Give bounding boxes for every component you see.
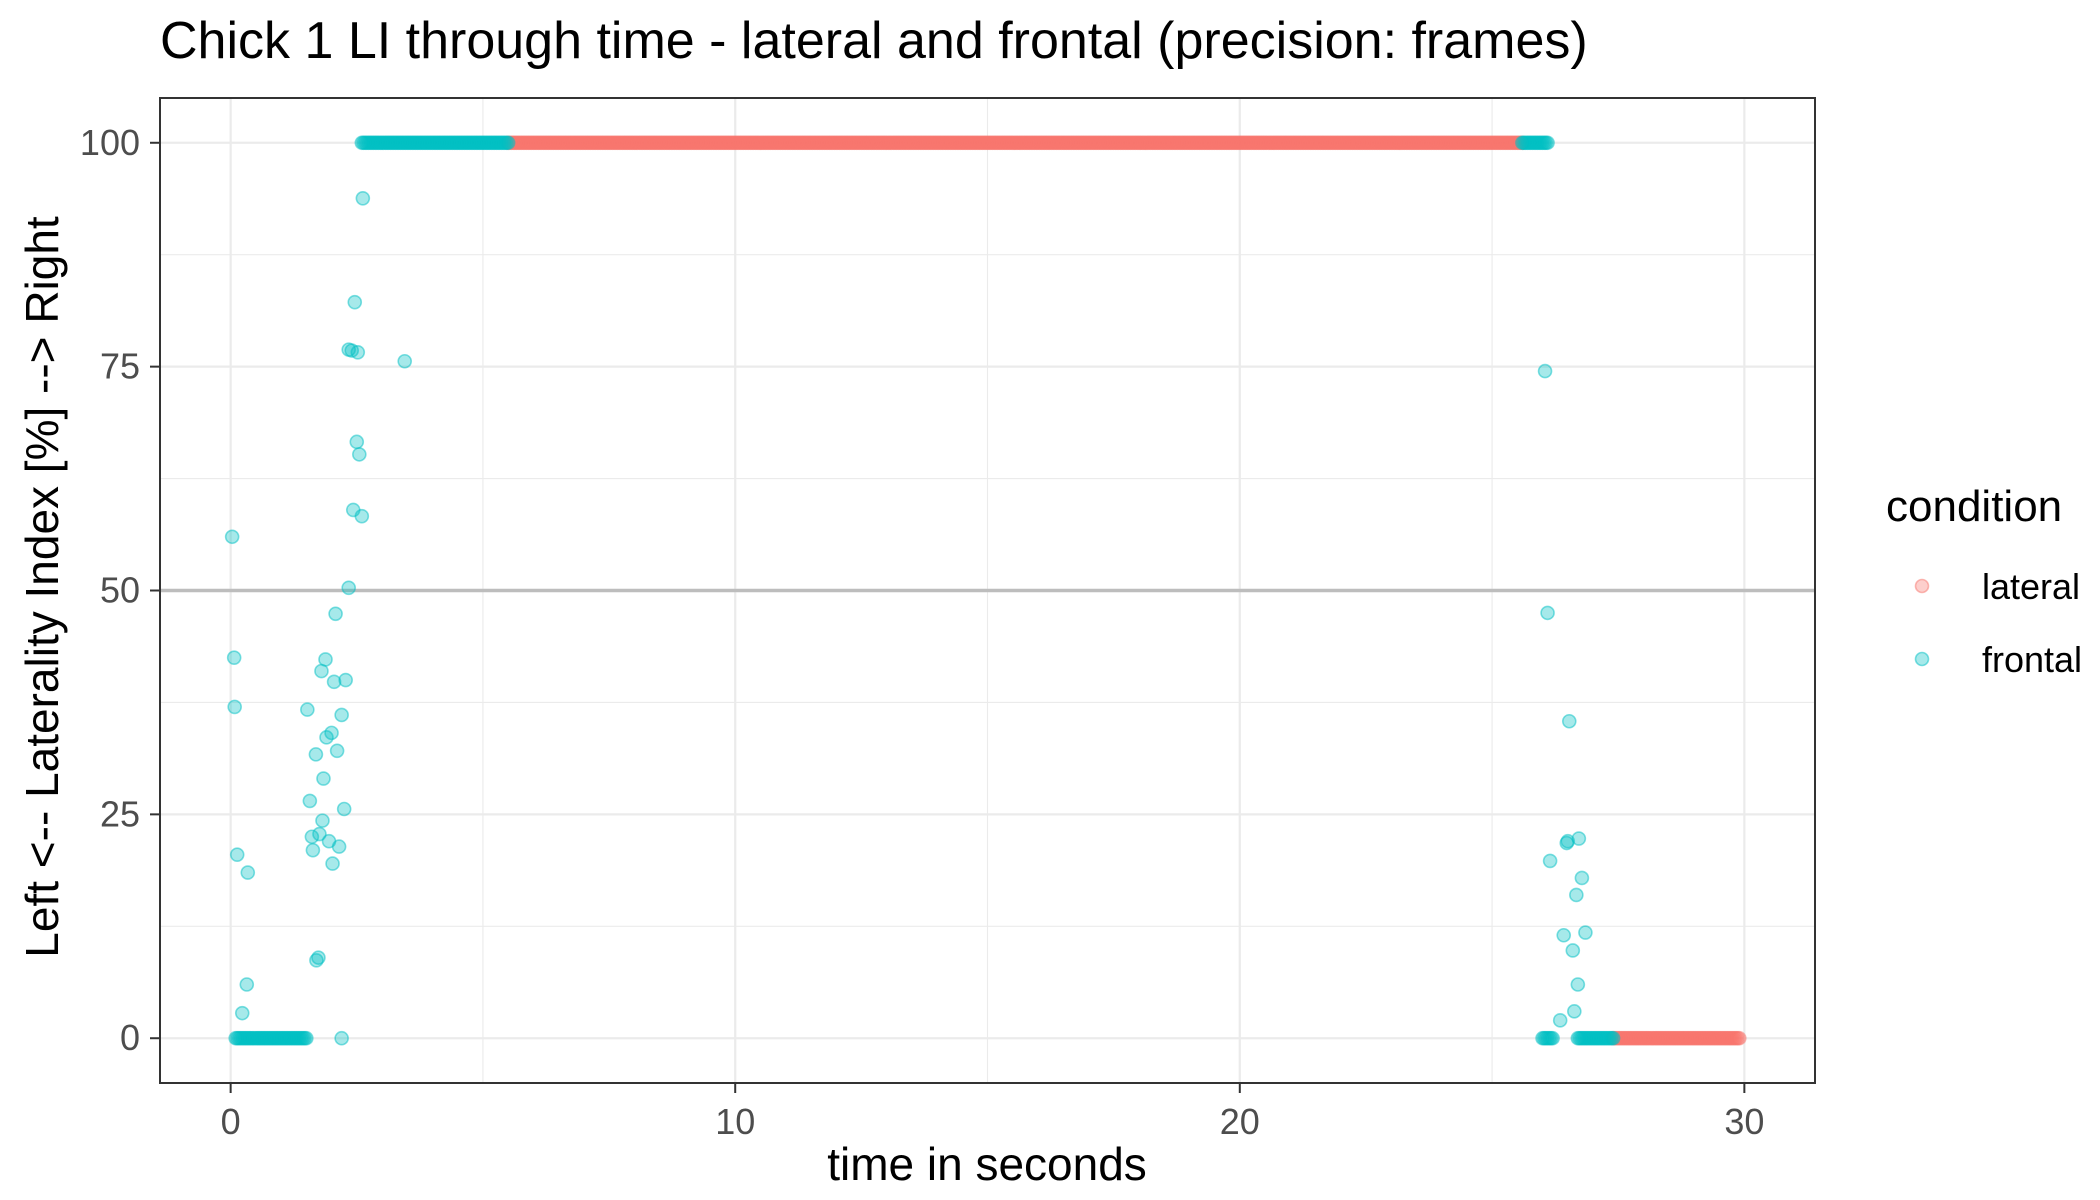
data-point-frontal bbox=[334, 1030, 349, 1046]
data-point-frontal bbox=[1561, 713, 1577, 729]
data-point-frontal bbox=[318, 652, 333, 667]
data-point-frontal bbox=[336, 801, 352, 817]
data-point-frontal bbox=[1578, 925, 1593, 940]
data-point-frontal bbox=[334, 707, 349, 723]
data-point-frontal bbox=[324, 725, 339, 741]
data-point-frontal bbox=[1605, 1030, 1621, 1046]
data-point-frontal bbox=[1567, 1004, 1582, 1019]
legend-key-frontal bbox=[1914, 651, 1930, 667]
data-point-frontal bbox=[302, 793, 318, 809]
data-point-frontal bbox=[1565, 943, 1581, 958]
data-point-frontal bbox=[347, 294, 363, 310]
data-point-frontal bbox=[354, 508, 370, 524]
x-tick-label: 20 bbox=[1220, 1101, 1260, 1142]
data-point-frontal bbox=[341, 580, 357, 596]
data-point-frontal bbox=[300, 702, 315, 717]
data-point-frontal bbox=[1552, 1013, 1568, 1028]
data-point-frontal bbox=[397, 353, 413, 369]
series-frontal bbox=[224, 135, 1621, 1046]
data-point-frontal bbox=[227, 699, 242, 715]
y-tick-label: 0 bbox=[120, 1017, 140, 1058]
data-point-frontal bbox=[329, 743, 345, 759]
data-point-frontal bbox=[226, 650, 242, 665]
y-tick-label: 25 bbox=[100, 793, 140, 834]
data-point-frontal bbox=[1569, 887, 1584, 903]
data-point-frontal bbox=[1560, 833, 1576, 849]
data-point-frontal bbox=[305, 842, 321, 858]
data-point-frontal bbox=[349, 434, 365, 450]
data-point-frontal bbox=[331, 839, 347, 854]
legend-label-frontal: frontal bbox=[1982, 639, 2082, 680]
data-point-frontal bbox=[299, 1030, 314, 1046]
data-point-frontal bbox=[328, 606, 343, 622]
data-point-frontal bbox=[1540, 135, 1555, 151]
data-point-frontal bbox=[240, 865, 256, 880]
data-point-frontal bbox=[352, 447, 367, 462]
legend-key-lateral bbox=[1914, 578, 1930, 594]
data-point-frontal bbox=[239, 977, 255, 992]
y-tick-label: 100 bbox=[80, 122, 140, 163]
data-point-frontal bbox=[350, 345, 366, 360]
data-point-frontal bbox=[338, 672, 353, 688]
data-point-frontal bbox=[1540, 605, 1555, 621]
x-axis-title: time in seconds bbox=[827, 1138, 1147, 1190]
data-point-frontal bbox=[1570, 977, 1586, 992]
chart-title: Chick 1 LI through time - lateral and fr… bbox=[160, 12, 1588, 70]
data-point-frontal bbox=[1574, 870, 1590, 886]
y-tick-label: 50 bbox=[100, 570, 140, 611]
legend: condition lateral frontal bbox=[1886, 482, 2082, 680]
data-point-frontal bbox=[355, 190, 371, 206]
data-point-frontal bbox=[234, 1005, 250, 1021]
data-point-frontal bbox=[308, 747, 324, 762]
y-axis-title: Left <-- Laterality Index [%] --> Right bbox=[16, 216, 68, 958]
data-point-frontal bbox=[326, 674, 342, 690]
data-point-frontal bbox=[1556, 927, 1572, 943]
data-point-frontal bbox=[311, 950, 326, 965]
x-tick-label: 0 bbox=[221, 1101, 241, 1142]
data-point-frontal bbox=[315, 813, 330, 828]
data-point-frontal bbox=[1542, 853, 1558, 869]
data-point-frontal bbox=[500, 135, 516, 151]
data-point-frontal bbox=[325, 856, 340, 871]
legend-title: condition bbox=[1886, 482, 2062, 531]
data-point-frontal bbox=[316, 771, 331, 786]
data-point-frontal bbox=[312, 826, 327, 842]
x-tick-label: 30 bbox=[1724, 1101, 1764, 1142]
data-point-lateral bbox=[1732, 1030, 1747, 1046]
data-point-frontal bbox=[1571, 831, 1587, 846]
x-tick-label: 10 bbox=[715, 1101, 755, 1142]
legend-label-lateral: lateral bbox=[1982, 566, 2080, 607]
axes: 0 10 20 30 0 25 50 75 100 bbox=[80, 122, 1764, 1142]
data-point-frontal bbox=[1545, 1030, 1560, 1046]
data-point-frontal bbox=[229, 847, 245, 862]
y-tick-label: 75 bbox=[100, 346, 140, 387]
data-point-frontal bbox=[1537, 363, 1553, 379]
data-point-frontal bbox=[224, 529, 240, 545]
